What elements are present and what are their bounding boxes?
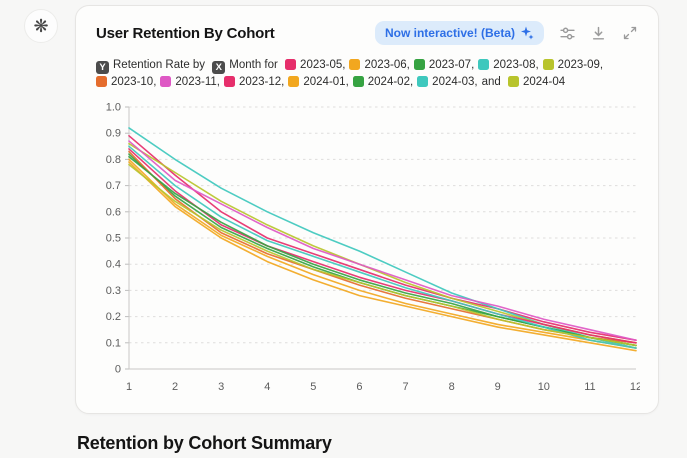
interactive-beta-badge: Now interactive! (Beta) <box>374 21 544 45</box>
x-tick-label: 10 <box>538 381 550 393</box>
y-tick-label: 0.1 <box>106 337 121 349</box>
legend-item: 2024-04 <box>507 75 566 88</box>
legend-label: 2023-06, <box>364 59 410 71</box>
series-line-2023-09[interactable] <box>128 142 637 344</box>
legend-swatch-icon <box>417 75 429 87</box>
legend-swatch-icon <box>96 75 107 87</box>
x-tick-label: 5 <box>310 381 316 393</box>
x-tick-label: 11 <box>584 381 595 393</box>
y-tick-label: 0.5 <box>106 233 121 245</box>
legend-swatch-icon <box>478 58 490 70</box>
legend-label: 2023-07, <box>428 59 475 71</box>
legend-swatch-icon <box>223 75 235 87</box>
legend-label: 2023-12, <box>238 76 285 88</box>
legend-swatch-icon <box>542 58 554 70</box>
expand-icon[interactable] <box>621 25 638 42</box>
legend-swatch-icon <box>507 75 519 87</box>
beta-badge-label: Now interactive! (Beta) <box>384 26 515 40</box>
x-axis-label: Month for <box>229 59 282 71</box>
sliders-icon[interactable] <box>559 25 576 42</box>
legend-item: 2023-07, <box>413 58 475 71</box>
chart-toolbar <box>559 25 638 42</box>
legend-item: 2023-06, <box>349 58 410 71</box>
x-tick-label: 3 <box>218 381 224 393</box>
x-tick-label: 2 <box>172 381 178 393</box>
legend-label: 2024-03, <box>432 76 478 88</box>
x-tick-label: 8 <box>449 381 455 393</box>
y-tick-label: 0.3 <box>106 285 121 297</box>
legend-label: 2023-08, <box>493 59 539 71</box>
legend-label: 2024-02, <box>367 76 414 88</box>
legend-swatch-icon <box>349 58 361 70</box>
legend-swatch-icon <box>288 75 300 87</box>
summary-heading: Retention by Cohort Summary <box>77 433 332 453</box>
series-line-2023-11[interactable] <box>128 140 637 341</box>
x-tick-label: 7 <box>402 381 408 393</box>
y-tick-label: 0.2 <box>106 311 121 323</box>
x-tick-label: 9 <box>495 381 501 393</box>
series-line-2023-12[interactable] <box>128 148 637 344</box>
chart-legend: Y Retention Rate by X Month for 2023-05, 20… <box>96 57 638 91</box>
legend-label: 2024-04 <box>522 76 566 88</box>
legend-and-word: and <box>481 76 504 88</box>
legend-label: 2023-11, <box>175 76 220 88</box>
legend-item: 2023-10, <box>96 75 157 88</box>
series-line-2023-10[interactable] <box>128 150 637 344</box>
legend-item: 2023-08, <box>478 58 539 71</box>
openai-logo-icon: ❋ <box>33 16 49 36</box>
y-tick-label: 0.9 <box>106 128 121 140</box>
x-tick-label: 4 <box>264 381 270 393</box>
x-tick-label: 1 <box>126 381 132 393</box>
download-icon[interactable] <box>590 25 607 42</box>
legend-item: 2024-02, <box>352 75 414 88</box>
assistant-avatar: ❋ <box>24 9 58 43</box>
y-tick-label: 0.7 <box>106 180 121 192</box>
x-tick-label: 12 <box>630 381 640 393</box>
legend-item: 2023-12, <box>223 75 285 88</box>
y-axis-badge: Y <box>96 61 109 74</box>
chart-card: User Retention By Cohort Now interactive… <box>75 5 659 414</box>
y-tick-label: 0.8 <box>106 154 121 166</box>
sparkle-icon <box>520 26 534 40</box>
legend-label: 2023-09, <box>557 59 604 71</box>
y-tick-label: 1.0 <box>106 102 121 114</box>
y-tick-label: 0 <box>115 364 121 376</box>
chart-card-header: User Retention By Cohort Now interactive… <box>96 21 638 45</box>
legend-item: 2023-05, <box>285 58 346 71</box>
chart-area[interactable]: 0 0.1 0.2 0.3 0.4 0.5 0.6 0.7 0.8 0.9 1.0 1 2 3 4 5 6 7 8 9… <box>96 99 642 404</box>
legend-item: 2024-01, <box>288 75 349 88</box>
legend-label: 2024-01, <box>303 76 349 88</box>
series-line-2023-05[interactable] <box>128 135 637 341</box>
x-axis-badge: X <box>212 61 226 74</box>
legend-item: 2023-11, <box>160 75 220 88</box>
y-tick-label: 0.4 <box>106 259 121 271</box>
x-tick-label: 6 <box>356 381 362 393</box>
legend-label: 2023-10, <box>111 76 157 88</box>
legend-swatch-icon <box>160 75 172 87</box>
legend-swatch-icon <box>352 75 364 87</box>
series-line-2024-01[interactable] <box>128 158 637 349</box>
y-axis-label: Retention Rate by <box>113 59 209 71</box>
legend-swatch-icon <box>413 58 425 70</box>
series-line-2024-03[interactable] <box>128 145 637 349</box>
chart-title: User Retention By Cohort <box>96 24 275 42</box>
y-tick-label: 0.6 <box>106 206 121 218</box>
legend-item: 2023-09, <box>542 58 604 71</box>
series-line-2024-04[interactable] <box>128 163 637 347</box>
series-line-2024-02[interactable] <box>128 155 637 347</box>
retention-chart: 00.10.20.30.40.50.60.70.80.91.01 2 3 4 5 6 7 8 9… <box>106 102 642 394</box>
legend-item: 2024-03, <box>417 75 478 88</box>
legend-label: 2023-05, <box>300 59 346 71</box>
series-line-2023-06[interactable] <box>128 161 637 352</box>
legend-swatch-icon <box>285 58 297 70</box>
